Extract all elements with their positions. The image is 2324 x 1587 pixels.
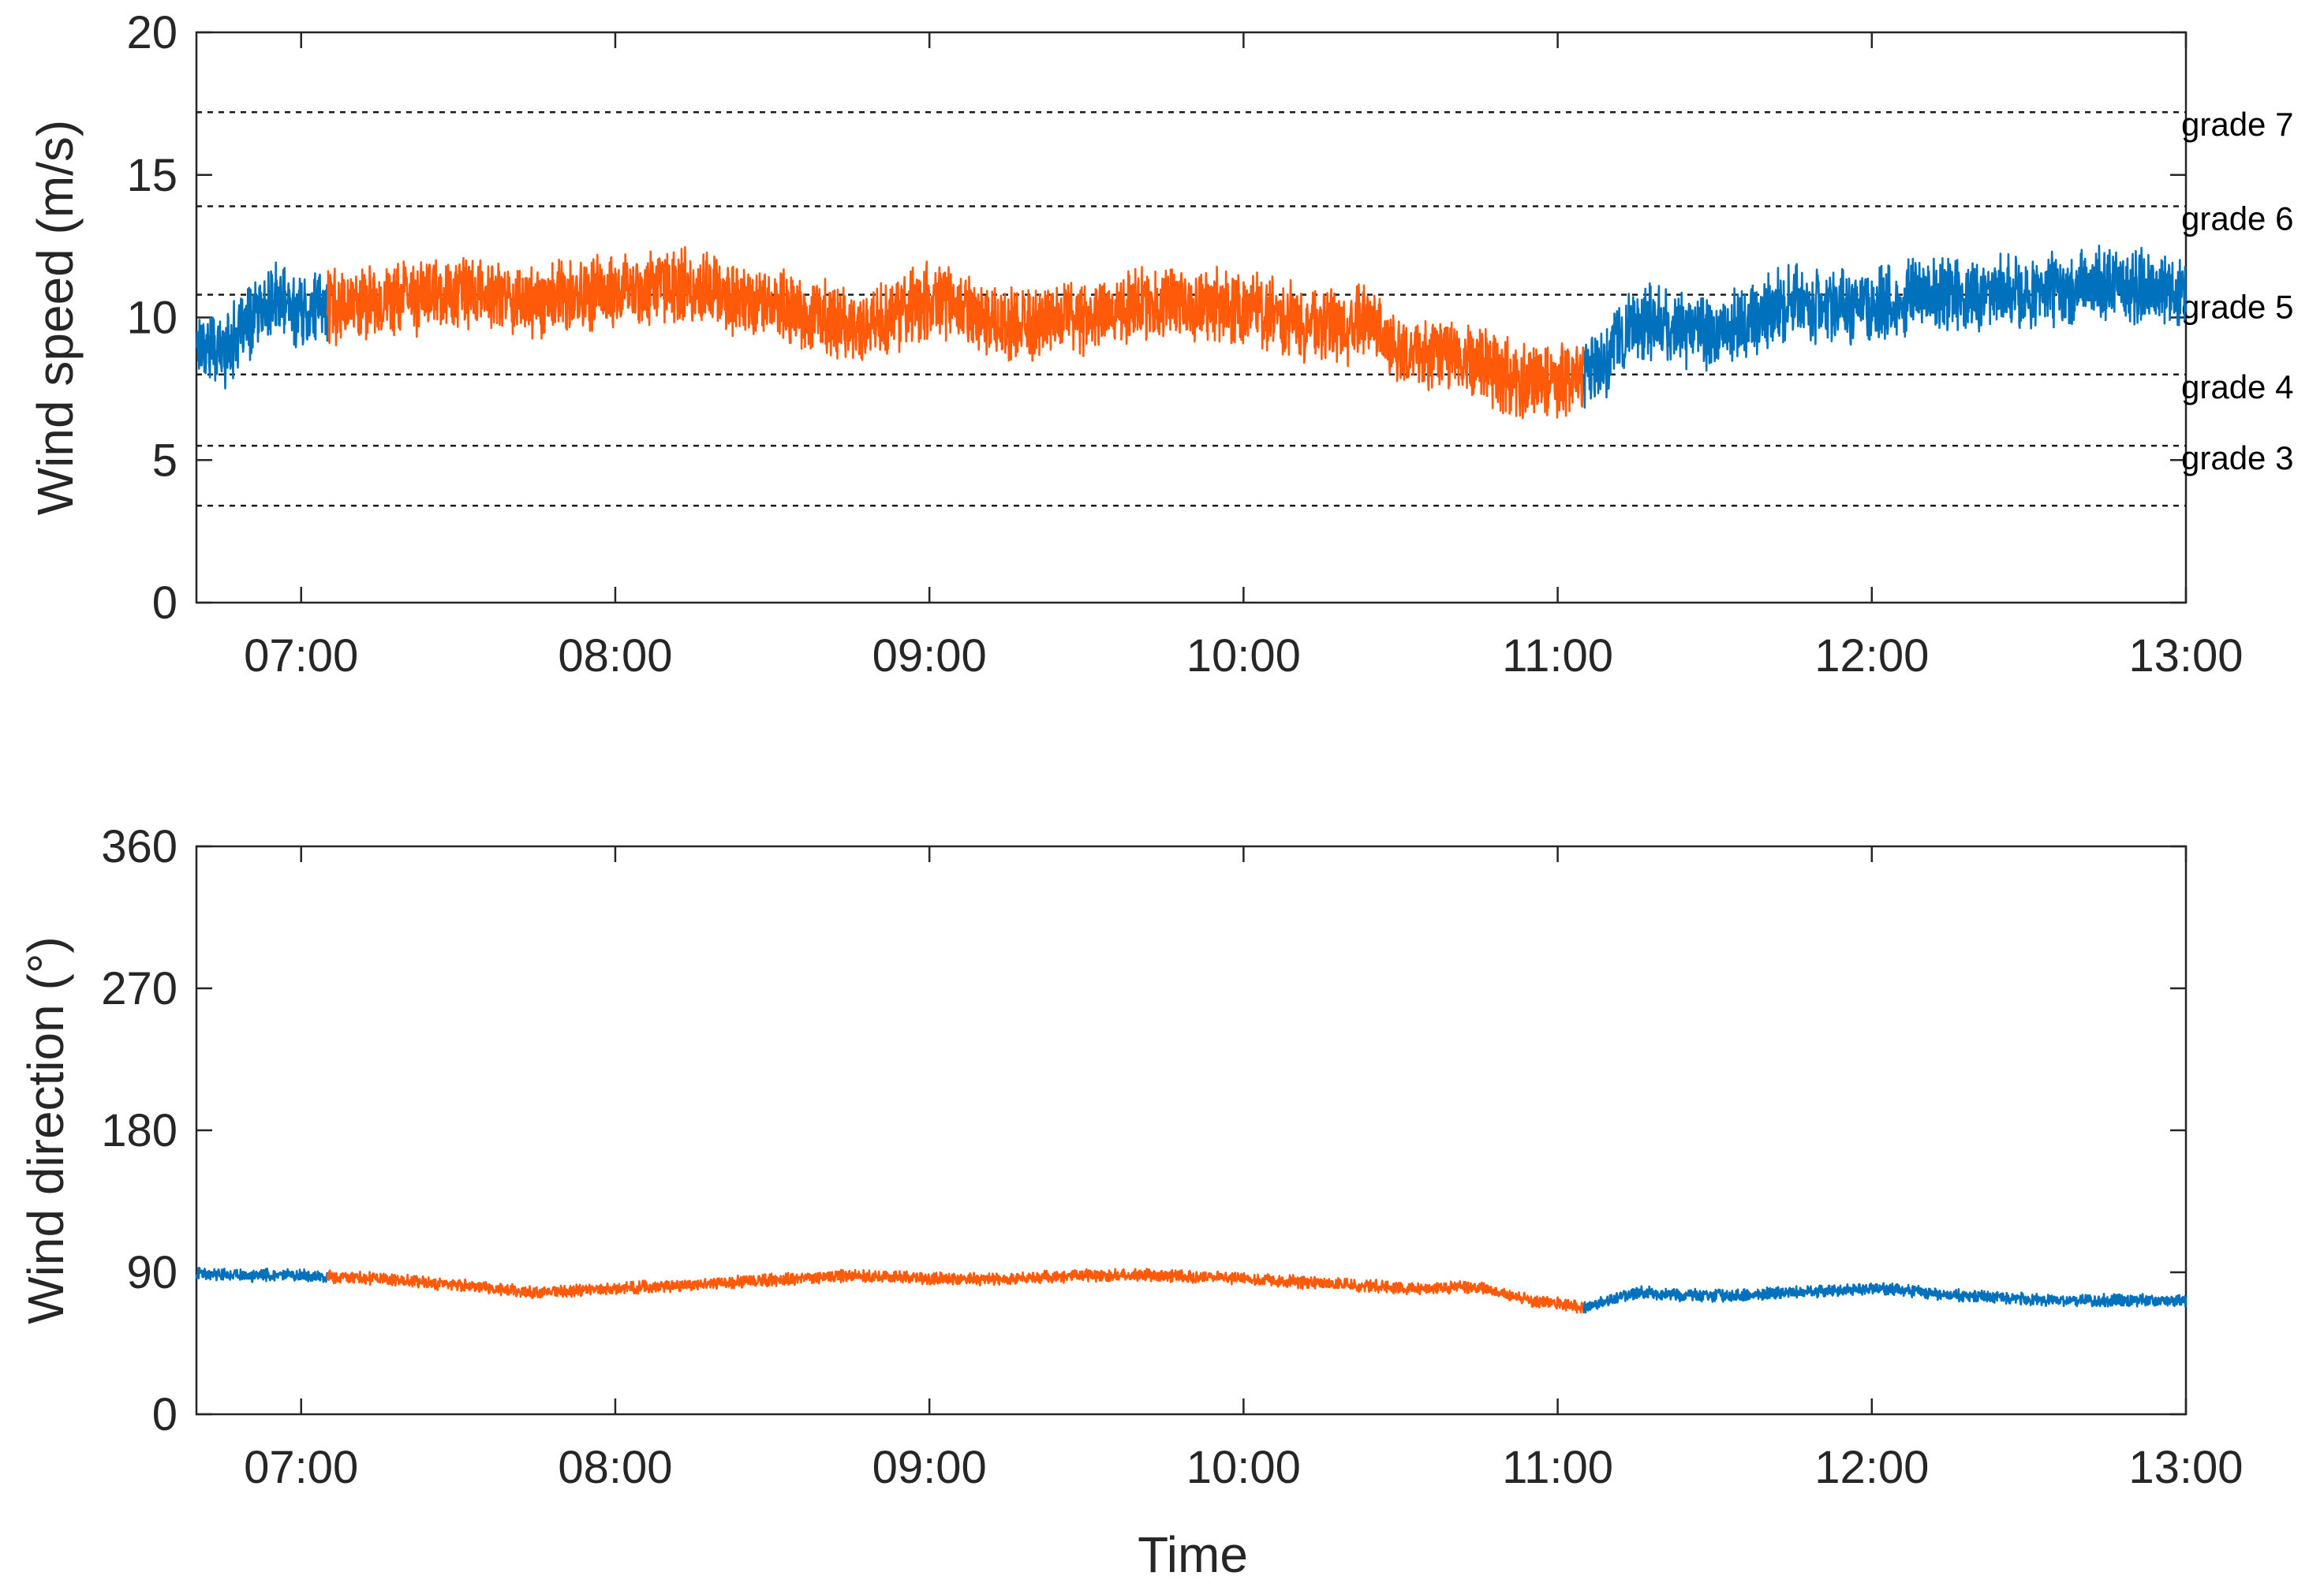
- grade-label: grade 7: [2181, 106, 2293, 143]
- data-series-line: [1582, 245, 2188, 409]
- data-series-line: [326, 1268, 1586, 1314]
- y-tick-label: 90: [126, 1247, 177, 1298]
- x-tick-label: 12:00: [1814, 630, 1929, 681]
- x-tick-label: 13:00: [2128, 1442, 2243, 1493]
- y-tick-label: 10: [126, 293, 177, 344]
- x-tick-label: 08:00: [558, 630, 672, 681]
- x-tick-label: 07:00: [244, 630, 358, 681]
- x-tick-label: 11:00: [1502, 1442, 1613, 1493]
- wind-speed-chart: 0 5 10 15 20 07:00 08:00 09:00 10:00 11:00 12:00 13…: [27, 7, 2293, 681]
- y-tick-label: 0: [152, 1389, 177, 1440]
- grade-label: grade 3: [2181, 439, 2293, 476]
- x-tick-label: 09:00: [872, 1442, 987, 1493]
- grade-label: grade 5: [2181, 289, 2293, 326]
- data-series-line: [326, 246, 1586, 420]
- x-tick-label: 12:00: [1814, 1442, 1929, 1493]
- x-tick-label: 13:00: [2128, 630, 2243, 681]
- y-tick-label: 5: [152, 435, 177, 486]
- x-tick-label: 11:00: [1502, 630, 1613, 681]
- y-tick-label: 270: [101, 963, 177, 1014]
- y-tick-label: 15: [126, 150, 177, 201]
- y-axis-label: Wind direction (°): [17, 936, 74, 1324]
- wind-direction-chart: 0 90 180 270 360 07:00 08:00 09:00 10:00 11:00 12:…: [17, 821, 2244, 1583]
- data-series-line: [1582, 1282, 2188, 1314]
- grade-label: grade 6: [2181, 200, 2293, 237]
- y-tick-label: 360: [101, 821, 177, 872]
- y-tick-label: 180: [101, 1105, 177, 1156]
- y-tick-label: 0: [152, 577, 177, 629]
- x-tick-label: 10:00: [1186, 1442, 1301, 1493]
- plot-area-frame: [195, 845, 2188, 1416]
- y-axis-label: Wind speed (m/s): [27, 120, 84, 515]
- x-tick-label: 08:00: [558, 1442, 672, 1493]
- x-axis-label: Time: [1138, 1526, 1248, 1583]
- x-tick-label: 07:00: [244, 1442, 358, 1493]
- data-series-line: [195, 1267, 329, 1283]
- grade-label: grade 4: [2181, 368, 2293, 405]
- y-tick-label: 20: [126, 7, 177, 58]
- x-tick-label: 10:00: [1186, 630, 1301, 681]
- x-tick-label: 09:00: [872, 630, 987, 681]
- data-series-line: [196, 261, 329, 390]
